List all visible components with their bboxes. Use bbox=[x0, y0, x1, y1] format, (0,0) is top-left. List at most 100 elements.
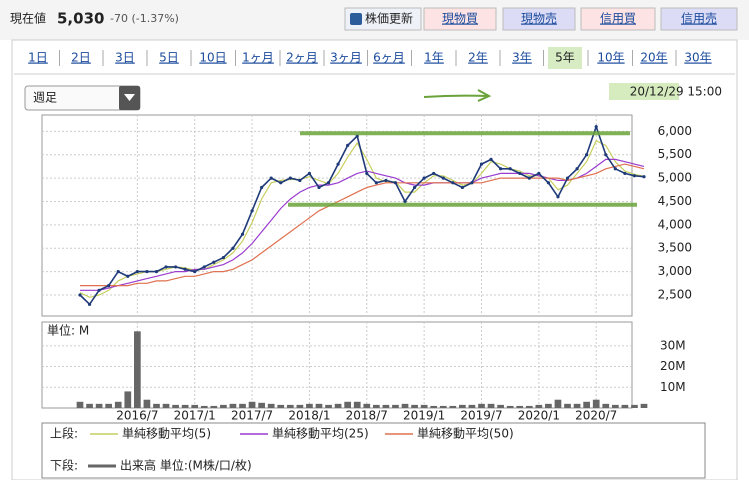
price-point bbox=[556, 195, 560, 199]
volume-bar bbox=[239, 403, 246, 408]
tab[interactable]: 6ヶ月 bbox=[373, 51, 405, 65]
legend-upper: 上段: bbox=[50, 426, 78, 441]
x-tick-label: 2018/7 bbox=[346, 409, 388, 423]
price-point bbox=[173, 265, 178, 269]
tab[interactable]: 1日 bbox=[28, 51, 48, 65]
button-label[interactable]: 現物売 bbox=[521, 11, 557, 26]
tab[interactable]: 2年 bbox=[468, 51, 488, 65]
y-tick-label: 5,000 bbox=[658, 171, 692, 185]
tab[interactable]: 30年 bbox=[684, 51, 711, 65]
price-point bbox=[154, 269, 159, 274]
price-point bbox=[479, 162, 484, 166]
button[interactable] bbox=[423, 7, 497, 31]
volume-bar bbox=[573, 403, 581, 408]
price-point bbox=[460, 185, 464, 190]
button-label[interactable]: 信用売 bbox=[681, 11, 717, 26]
x-tick-label: 2020/1 bbox=[518, 409, 560, 423]
tab[interactable]: 10年 bbox=[597, 51, 624, 65]
legend-label: 単純移動平均(25) bbox=[272, 427, 369, 441]
refresh-icon bbox=[350, 13, 362, 25]
price-point bbox=[135, 269, 139, 274]
price-point bbox=[594, 125, 598, 129]
volume-bar bbox=[353, 401, 361, 408]
price-point bbox=[565, 176, 570, 180]
volume-bar bbox=[76, 401, 84, 408]
tab[interactable]: 2ヶ月 bbox=[286, 51, 318, 65]
y-tick-label: 5,500 bbox=[658, 147, 692, 161]
volume-bar bbox=[143, 399, 151, 408]
price-point bbox=[288, 176, 292, 180]
y-tick-label: 3,000 bbox=[658, 264, 692, 278]
volume-bar bbox=[564, 403, 571, 408]
volume-bar bbox=[506, 405, 514, 408]
tab[interactable]: 5日 bbox=[159, 51, 179, 65]
price-point bbox=[164, 265, 168, 269]
volume-bar bbox=[545, 403, 552, 408]
volume-bar bbox=[134, 331, 141, 408]
volume-bar bbox=[516, 405, 524, 408]
volume-bar bbox=[401, 403, 409, 408]
price-point bbox=[307, 171, 312, 176]
x-tick-label: 2017/1 bbox=[174, 409, 216, 423]
tab[interactable]: 20年 bbox=[640, 51, 667, 65]
volume-bar bbox=[382, 404, 390, 408]
price-point bbox=[260, 185, 264, 190]
x-tick-label: 2019/7 bbox=[460, 409, 502, 423]
price-point bbox=[221, 255, 225, 260]
legend-label: 出来高 単位:(M株/口/枚) bbox=[120, 458, 252, 473]
button[interactable] bbox=[580, 7, 656, 31]
price-point bbox=[231, 246, 235, 250]
volume-bar bbox=[487, 403, 495, 408]
price-point bbox=[432, 171, 436, 176]
price-point bbox=[422, 176, 426, 180]
price-point bbox=[518, 171, 522, 176]
price-point bbox=[575, 167, 579, 171]
period-select[interactable]: 週足 bbox=[24, 85, 141, 111]
button[interactable] bbox=[660, 7, 738, 31]
drawn-arrow bbox=[423, 89, 492, 102]
button-label[interactable]: 株価更新 bbox=[365, 11, 413, 26]
button-label[interactable]: 信用買 bbox=[600, 12, 636, 26]
price-point bbox=[279, 181, 283, 185]
volume-bar bbox=[172, 404, 179, 408]
price-point bbox=[642, 175, 646, 179]
price-point bbox=[250, 209, 254, 213]
volume-bar bbox=[583, 401, 590, 408]
tab[interactable]: 1ヶ月 bbox=[242, 51, 274, 65]
tab[interactable]: 1年 bbox=[424, 51, 444, 65]
tab[interactable]: 3年 bbox=[512, 51, 532, 65]
volume-bar bbox=[210, 405, 218, 408]
volume-bar bbox=[114, 401, 122, 408]
select-text[interactable]: 週足 bbox=[33, 91, 57, 105]
volume-bar bbox=[372, 404, 380, 408]
button-group: 株価更新 現物買 現物売 信用買 信用売 bbox=[344, 7, 738, 31]
price-point bbox=[193, 269, 197, 274]
price-point bbox=[326, 181, 331, 185]
price-point bbox=[527, 176, 531, 180]
tab-selected-bg bbox=[548, 47, 582, 69]
price-point bbox=[298, 178, 302, 183]
tab[interactable]: 3ヶ月 bbox=[330, 51, 362, 65]
volume-bar bbox=[229, 403, 237, 408]
volume-bar bbox=[306, 403, 313, 408]
x-tick-label: 2018/1 bbox=[288, 409, 330, 423]
x-tick-label: 2016/7 bbox=[116, 409, 158, 423]
price-point bbox=[97, 288, 101, 292]
volume-bar bbox=[459, 404, 466, 408]
timestamp: 20/12/29 15:00 bbox=[630, 85, 722, 99]
price-point bbox=[355, 134, 359, 138]
button[interactable] bbox=[502, 7, 576, 31]
tab[interactable]: 10日 bbox=[199, 51, 226, 65]
button-label[interactable]: 現物買 bbox=[442, 12, 478, 26]
y-tick-label: 4,500 bbox=[658, 194, 692, 208]
volume-bar bbox=[621, 404, 629, 408]
price-point bbox=[212, 260, 216, 264]
volume-bar bbox=[286, 404, 294, 408]
price-change: -70 (-1.37%) bbox=[110, 12, 179, 25]
tab[interactable]: 3日 bbox=[115, 51, 135, 65]
tab[interactable]: 5年 bbox=[555, 51, 575, 65]
tab[interactable]: 2日 bbox=[71, 51, 91, 65]
price-point bbox=[384, 178, 388, 183]
button[interactable] bbox=[344, 7, 422, 31]
volume-bar bbox=[258, 402, 265, 408]
